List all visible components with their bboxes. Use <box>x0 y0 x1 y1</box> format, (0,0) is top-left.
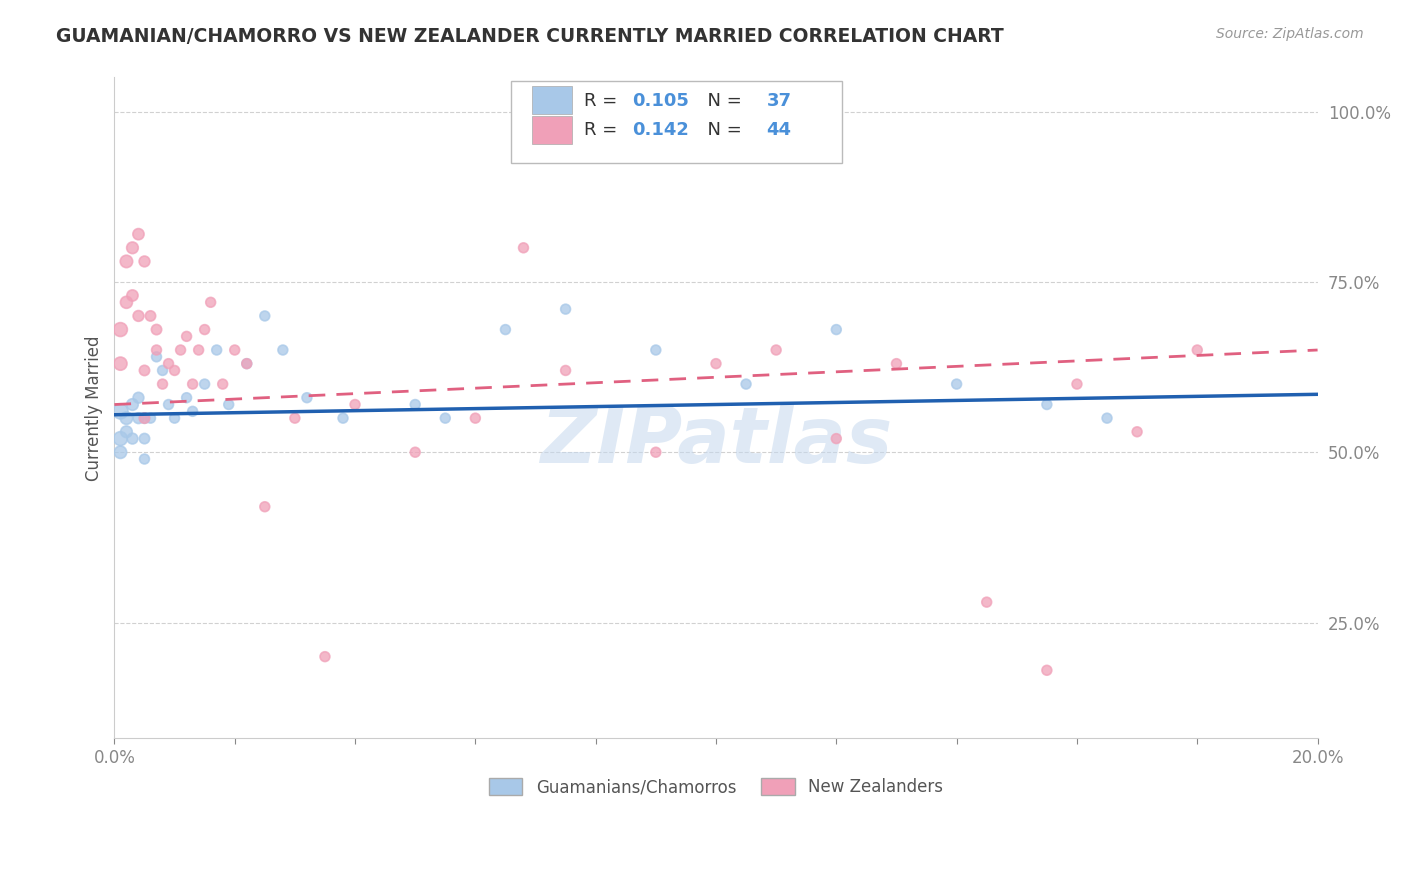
Point <box>110 404 132 418</box>
Point <box>110 357 132 371</box>
Point <box>121 432 143 446</box>
Point <box>765 343 787 357</box>
Point <box>1126 425 1149 439</box>
Point <box>205 343 228 357</box>
Point <box>194 377 217 392</box>
Point <box>295 391 318 405</box>
Point <box>181 404 204 418</box>
Point <box>236 357 259 371</box>
Point <box>825 322 848 336</box>
Point <box>194 322 217 336</box>
Point <box>127 309 149 323</box>
Point <box>139 309 162 323</box>
Text: 44: 44 <box>766 121 792 139</box>
Point <box>121 241 143 255</box>
Point <box>1036 663 1059 677</box>
Text: 37: 37 <box>766 92 792 110</box>
Point <box>110 432 132 446</box>
Point <box>735 377 758 392</box>
Point <box>115 295 138 310</box>
Point <box>169 343 191 357</box>
Text: GUAMANIAN/CHAMORRO VS NEW ZEALANDER CURRENTLY MARRIED CORRELATION CHART: GUAMANIAN/CHAMORRO VS NEW ZEALANDER CURR… <box>56 27 1004 45</box>
Point <box>211 377 233 392</box>
Point <box>110 445 132 459</box>
Point <box>253 309 276 323</box>
Point <box>134 411 156 425</box>
Point <box>121 398 143 412</box>
Point <box>1095 411 1118 425</box>
Point <box>404 398 426 412</box>
Point <box>1187 343 1209 357</box>
Text: 0.105: 0.105 <box>631 92 689 110</box>
Point <box>1036 398 1059 412</box>
Point <box>218 398 240 412</box>
Point <box>886 357 908 371</box>
Point <box>494 322 516 336</box>
Point <box>976 595 998 609</box>
Point <box>1066 377 1088 392</box>
Text: 0.142: 0.142 <box>631 121 689 139</box>
Legend: Guamanians/Chamorros, New Zealanders: Guamanians/Chamorros, New Zealanders <box>482 772 949 803</box>
Point <box>644 343 666 357</box>
Point <box>271 343 294 357</box>
Point <box>139 411 162 425</box>
Point <box>181 377 204 392</box>
Point <box>512 241 534 255</box>
Point <box>284 411 307 425</box>
Point <box>200 295 222 310</box>
Point <box>110 322 132 336</box>
Point <box>157 357 180 371</box>
Point <box>224 343 246 357</box>
Point <box>152 377 174 392</box>
Point <box>134 363 156 377</box>
Point <box>236 357 259 371</box>
Point <box>187 343 209 357</box>
Point <box>176 329 198 343</box>
Point <box>127 411 149 425</box>
Point <box>404 445 426 459</box>
Point <box>145 343 167 357</box>
FancyBboxPatch shape <box>531 116 572 144</box>
Text: R =: R = <box>583 121 623 139</box>
Point <box>145 322 167 336</box>
Point <box>134 432 156 446</box>
Point <box>332 411 354 425</box>
Point <box>157 398 180 412</box>
Point <box>314 649 336 664</box>
Text: N =: N = <box>696 121 747 139</box>
Y-axis label: Currently Married: Currently Married <box>86 335 103 481</box>
Point <box>163 411 186 425</box>
Point <box>127 227 149 242</box>
Point <box>704 357 727 371</box>
Point <box>176 391 198 405</box>
Point <box>127 391 149 405</box>
Text: Source: ZipAtlas.com: Source: ZipAtlas.com <box>1216 27 1364 41</box>
Point <box>825 432 848 446</box>
Point <box>134 452 156 467</box>
Text: ZIPatlas: ZIPatlas <box>540 403 893 479</box>
Point <box>464 411 486 425</box>
Point <box>134 411 156 425</box>
Point <box>115 425 138 439</box>
Point <box>344 398 367 412</box>
Point <box>134 254 156 268</box>
Point <box>145 350 167 364</box>
FancyBboxPatch shape <box>512 81 842 163</box>
Point <box>945 377 967 392</box>
Point <box>121 288 143 302</box>
Point <box>253 500 276 514</box>
Point <box>434 411 457 425</box>
Point <box>554 302 576 317</box>
Point <box>115 411 138 425</box>
Text: N =: N = <box>696 92 747 110</box>
Point <box>644 445 666 459</box>
Point <box>163 363 186 377</box>
FancyBboxPatch shape <box>531 86 572 114</box>
Point <box>554 363 576 377</box>
Text: R =: R = <box>583 92 623 110</box>
Point <box>152 363 174 377</box>
Point <box>115 254 138 268</box>
